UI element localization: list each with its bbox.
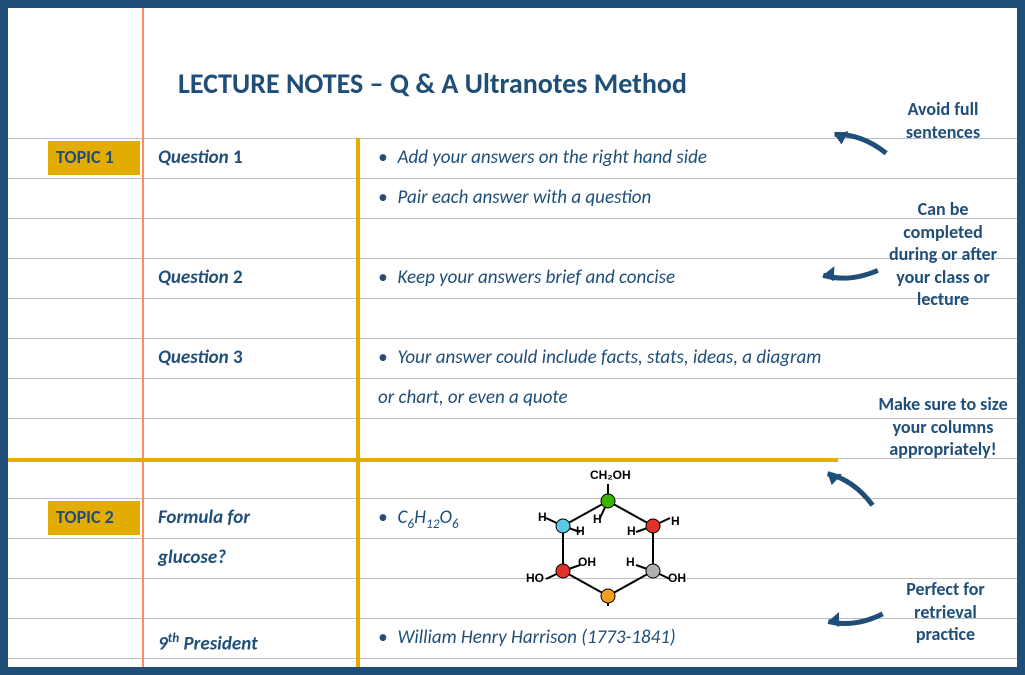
mol-oh2: OH xyxy=(578,555,596,569)
callout-1: Avoid full sentences xyxy=(888,98,998,143)
question-cell-1-3: Question 3 xyxy=(158,338,243,378)
page-title: LECTURE NOTES – Q & A Ultranotes Method xyxy=(178,66,687,101)
mol-h3: H xyxy=(671,514,680,528)
callout-3: Make sure to size your columns appropria… xyxy=(868,393,1018,461)
question-cell-2-1: Formula for xyxy=(158,498,250,538)
answer-cell-1-1: • Add your answers on the right hand side xyxy=(378,138,838,178)
bullet-icon: • xyxy=(378,626,387,649)
question-cell-1-1: Question 1 xyxy=(158,138,243,178)
margin-rule xyxy=(142,8,144,667)
question-number: 2 xyxy=(233,266,243,289)
mol-ch2oh: CH₂OH xyxy=(590,468,631,482)
question-label: Question xyxy=(158,346,233,369)
answer-text: Add your answers on the right hand side xyxy=(397,146,707,169)
mol-oh1: OH xyxy=(668,571,686,585)
answer-text: William Henry Harrison (1773-1841) xyxy=(397,626,675,649)
mol-ho: HO xyxy=(526,571,544,585)
center-rule xyxy=(356,138,360,667)
answer-cell-1-2: • Pair each answer with a question xyxy=(378,178,838,218)
question-cell-2-1b: glucose? xyxy=(158,538,226,578)
question-label: Question xyxy=(158,146,233,169)
bullet-icon: • xyxy=(378,186,387,209)
glucose-molecule-diagram: CH₂OH H H H H OH OH HO H H xyxy=(518,476,698,606)
mol-h1: H xyxy=(593,512,602,526)
callout-4: Perfect for retrieval practice xyxy=(888,578,1003,646)
bullet-icon: • xyxy=(378,146,387,169)
mol-h6: H xyxy=(538,510,547,524)
mol-h4: H xyxy=(626,555,635,569)
answer-text: Your answer could include facts, stats, … xyxy=(378,346,821,409)
answer-text: Pair each answer with a question xyxy=(397,186,651,209)
question-cell-1-2: Question 2 xyxy=(158,258,243,298)
bullet-icon: • xyxy=(378,266,387,289)
answer-text: Keep your answers brief and concise xyxy=(397,266,675,289)
answer-cell-1-3: • Keep your answers brief and concise xyxy=(378,258,838,298)
topic-divider xyxy=(8,458,838,462)
bullet-icon: • xyxy=(378,346,387,369)
question-cell-2-2: 9th President xyxy=(158,618,258,664)
question-label: Question xyxy=(158,266,233,289)
question-number: 1 xyxy=(233,146,243,169)
mol-h2: H xyxy=(627,524,636,538)
mol-h5: H xyxy=(576,524,585,538)
answer-cell-1-4: •Your answer could include facts, stats,… xyxy=(378,338,838,418)
callout-2: Can be completed during or after your cl… xyxy=(878,198,1008,311)
topic-chip-2: TOPIC 2 xyxy=(48,501,140,535)
topic-chip-1: TOPIC 1 xyxy=(48,141,140,175)
answer-text: C6H12O6 xyxy=(397,506,458,529)
answer-cell-2-2: • William Henry Harrison (1773-1841) xyxy=(378,618,838,658)
bullet-icon: • xyxy=(378,506,387,529)
notebook-page: LECTURE NOTES – Q & A Ultranotes Method … xyxy=(8,8,1017,667)
question-number: 3 xyxy=(233,346,243,369)
